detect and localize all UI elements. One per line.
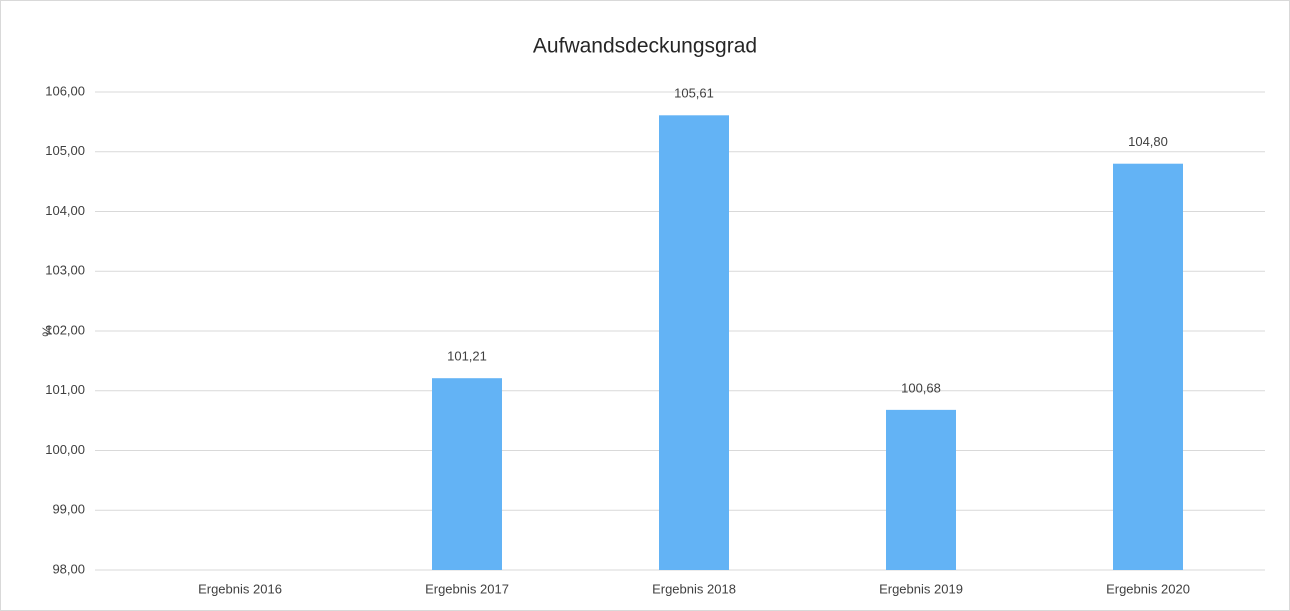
- bar: [1113, 163, 1183, 570]
- y-tick-label: 105,00: [45, 143, 85, 158]
- bar: [659, 115, 729, 571]
- x-tick-label: Ergebnis 2018: [652, 581, 736, 596]
- data-label: 100,68: [901, 380, 941, 395]
- x-tick-label: Ergebnis 2019: [879, 581, 963, 596]
- data-label: 105,61: [674, 86, 714, 101]
- y-axis-label: %: [39, 325, 54, 337]
- y-tick-label: 98,00: [52, 561, 85, 576]
- y-tick-label: 100,00: [45, 442, 85, 457]
- data-label: 104,80: [1128, 134, 1168, 149]
- y-tick-label: 99,00: [52, 502, 85, 517]
- y-tick-label: 102,00: [45, 322, 85, 337]
- x-tick-label: Ergebnis 2016: [198, 581, 282, 596]
- y-tick-label: 101,00: [45, 382, 85, 397]
- bar: [432, 378, 502, 570]
- x-tick-label: Ergebnis 2020: [1106, 581, 1190, 596]
- data-label: 101,21: [447, 349, 487, 364]
- y-tick-label: 106,00: [45, 83, 85, 98]
- chart-title: Aufwandsdeckungsgrad: [533, 35, 757, 58]
- y-tick-label: 104,00: [45, 203, 85, 218]
- y-tick-label: 103,00: [45, 263, 85, 278]
- x-tick-label: Ergebnis 2017: [425, 581, 509, 596]
- bar: [886, 409, 956, 570]
